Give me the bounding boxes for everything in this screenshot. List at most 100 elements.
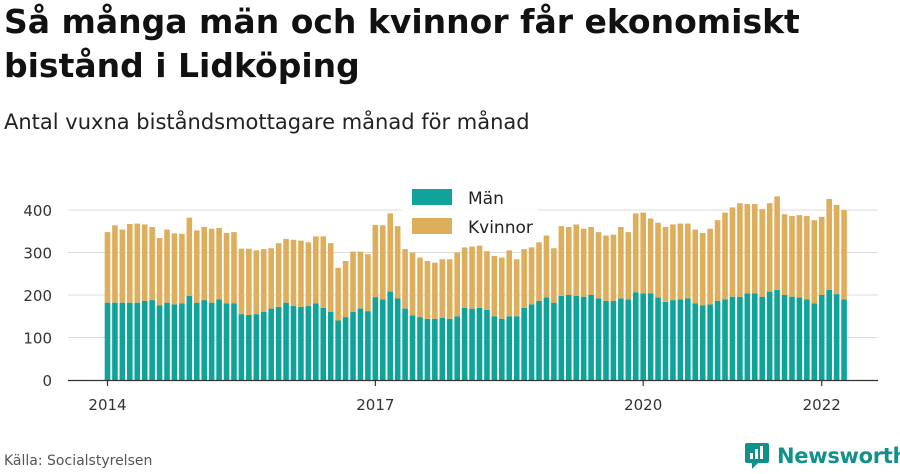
bar-women (685, 223, 691, 299)
bar-men (193, 302, 200, 380)
bar-women (305, 242, 312, 307)
bar-women (506, 250, 513, 317)
bar-women (246, 248, 252, 315)
bar-men (796, 297, 803, 380)
bar-men (246, 314, 252, 380)
bar-men (417, 317, 423, 380)
bar-women (707, 228, 713, 305)
bar-women (379, 225, 386, 300)
bar-women (580, 228, 587, 297)
bar-men (833, 294, 840, 380)
bar-men (766, 291, 773, 380)
bar-women (260, 249, 267, 312)
bar-men (722, 299, 728, 380)
legend: Män Kvinnor (402, 184, 538, 242)
bar-men (372, 297, 379, 381)
bar-men (826, 289, 832, 380)
bar-women (179, 233, 185, 304)
bar-men (521, 307, 527, 380)
bar-men (588, 295, 594, 380)
bar-men (751, 293, 758, 380)
bar-women (417, 257, 423, 318)
bar-women (119, 229, 126, 303)
bar-women (216, 227, 222, 300)
bar-men (774, 289, 780, 380)
bar-men (662, 301, 669, 380)
bar-women (387, 213, 394, 292)
bar-women (231, 232, 237, 304)
bar-women (164, 229, 170, 303)
bar-men (476, 307, 483, 380)
bar-men (811, 303, 818, 380)
bar-women (238, 248, 245, 315)
bar-men (655, 297, 661, 380)
bar-men (625, 299, 632, 380)
bar-men (149, 300, 155, 380)
bar-women (372, 224, 379, 298)
bar-women (536, 242, 542, 301)
bar-men (290, 306, 297, 380)
newsworthy-logo[interactable]: Newsworthy (744, 441, 900, 471)
bar-women (365, 254, 371, 312)
bar-men (283, 302, 289, 380)
bar-men (305, 306, 312, 380)
bar-women (521, 249, 527, 308)
bar-women (320, 236, 327, 308)
bar-women (439, 259, 446, 318)
bar-women (789, 215, 795, 297)
bar-men (238, 314, 245, 381)
bar-men (714, 300, 721, 380)
bar-women (253, 250, 260, 315)
bar-men (275, 306, 282, 380)
legend-label-women: Kvinnor (468, 218, 533, 238)
bar-men (632, 292, 639, 380)
x-tick-label: 2014 (88, 396, 126, 414)
bar-men (379, 299, 386, 380)
bar-men (744, 293, 751, 380)
bar-women (171, 233, 178, 305)
bar-men (565, 295, 572, 380)
bar-men (208, 302, 215, 380)
bar-men (446, 318, 453, 380)
bar-women (558, 226, 565, 296)
bar-women (484, 251, 490, 310)
bar-women (134, 223, 141, 303)
bar-women (461, 247, 468, 308)
bar-men (469, 308, 475, 380)
bar-women (149, 227, 155, 301)
bar-men (357, 308, 364, 380)
bar-men (551, 302, 557, 380)
bar-men (640, 293, 646, 380)
bar-men (156, 305, 163, 380)
bar-men (216, 299, 222, 380)
bar-women (141, 224, 148, 301)
bar-men (699, 305, 706, 380)
bar-men (223, 303, 230, 380)
bar-women (662, 227, 669, 302)
y-tick-label: 100 (23, 330, 52, 348)
bar-women (603, 235, 609, 301)
bar-women (357, 251, 364, 309)
bar-women (677, 223, 684, 300)
bar-women (610, 234, 617, 301)
bar-women (818, 216, 825, 295)
bar-men (365, 311, 371, 380)
bar-women (127, 224, 133, 303)
bar-women (811, 220, 818, 304)
bar-men (320, 307, 327, 380)
bar-men (119, 302, 126, 380)
bar-men (350, 312, 356, 380)
bar-women (476, 245, 483, 308)
bar-men (260, 312, 267, 380)
bar-men (141, 300, 148, 380)
bar-women (409, 252, 416, 316)
bar-men (789, 296, 795, 380)
bar-women (335, 267, 341, 321)
bar-women (751, 204, 758, 294)
bar-women (632, 213, 639, 293)
bar-men (573, 295, 580, 380)
bar-women (513, 259, 520, 317)
bar-men (387, 291, 394, 380)
bar-men (112, 302, 118, 380)
bar-women (156, 238, 163, 306)
